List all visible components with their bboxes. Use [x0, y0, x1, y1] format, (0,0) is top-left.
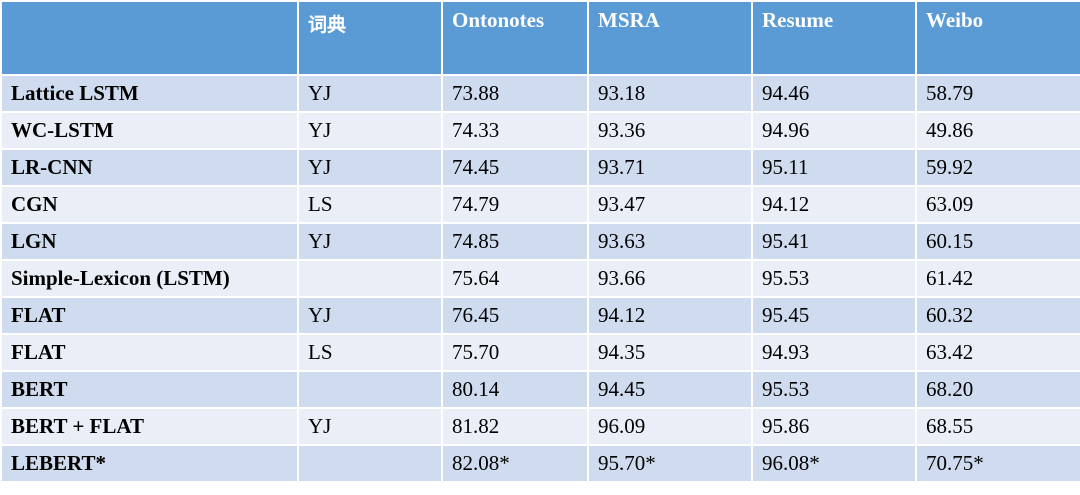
cell-resume: 95.41: [751, 222, 917, 261]
header-ontonotes: Ontonotes: [441, 0, 589, 76]
cell-ontonotes: 75.70: [441, 333, 589, 372]
header-msra: MSRA: [587, 0, 753, 76]
cell-msra: 93.18: [587, 74, 753, 113]
cell-msra: 94.12: [587, 296, 753, 335]
cell-resume: 95.11: [751, 148, 917, 187]
header-lexicon: 词典: [297, 0, 443, 76]
header-resume: Resume: [751, 0, 917, 76]
cell-weibo: 49.86: [915, 111, 1080, 150]
cell-ontonotes: 75.64: [441, 259, 589, 298]
cell-msra: 93.36: [587, 111, 753, 150]
cell-lexicon: [297, 259, 443, 298]
cell-model: FLAT: [0, 296, 299, 335]
cell-msra: 94.35: [587, 333, 753, 372]
cell-model: BERT + FLAT: [0, 407, 299, 446]
cell-weibo: 68.55: [915, 407, 1080, 446]
cell-weibo: 63.09: [915, 185, 1080, 224]
cell-model: WC-LSTM: [0, 111, 299, 150]
cell-lexicon: LS: [297, 185, 443, 224]
table-row: FLAT YJ 76.45 94.12 95.45 60.32: [0, 296, 1080, 335]
cell-ontonotes: 82.08*: [441, 444, 589, 483]
cell-ontonotes: 74.85: [441, 222, 589, 261]
table-row: FLAT LS 75.70 94.35 94.93 63.42: [0, 333, 1080, 372]
table-row: WC-LSTM YJ 74.33 93.36 94.96 49.86: [0, 111, 1080, 150]
cell-weibo: 61.42: [915, 259, 1080, 298]
cell-msra: 93.63: [587, 222, 753, 261]
cell-model: FLAT: [0, 333, 299, 372]
cell-model: BERT: [0, 370, 299, 409]
table-row: BERT + FLAT YJ 81.82 96.09 95.86 68.55: [0, 407, 1080, 446]
cell-resume: 94.46: [751, 74, 917, 113]
cell-msra: 95.70*: [587, 444, 753, 483]
cell-model: LGN: [0, 222, 299, 261]
cell-weibo: 60.32: [915, 296, 1080, 335]
table-row: LGN YJ 74.85 93.63 95.41 60.15: [0, 222, 1080, 261]
cell-ontonotes: 73.88: [441, 74, 589, 113]
cell-lexicon: YJ: [297, 407, 443, 446]
results-table: 词典 Ontonotes MSRA Resume Weibo Lattice L…: [0, 0, 1080, 483]
cell-msra: 96.09: [587, 407, 753, 446]
cell-msra: 93.66: [587, 259, 753, 298]
table-row: CGN LS 74.79 93.47 94.12 63.09: [0, 185, 1080, 224]
cell-weibo: 63.42: [915, 333, 1080, 372]
cell-resume: 96.08*: [751, 444, 917, 483]
cell-resume: 95.45: [751, 296, 917, 335]
cell-ontonotes: 74.33: [441, 111, 589, 150]
cell-lexicon: YJ: [297, 222, 443, 261]
cell-resume: 94.93: [751, 333, 917, 372]
cell-ontonotes: 81.82: [441, 407, 589, 446]
cell-model: CGN: [0, 185, 299, 224]
cell-weibo: 59.92: [915, 148, 1080, 187]
cell-lexicon: YJ: [297, 111, 443, 150]
cell-model: Lattice LSTM: [0, 74, 299, 113]
header-model: [0, 0, 299, 76]
table-row: Lattice LSTM YJ 73.88 93.18 94.46 58.79: [0, 74, 1080, 113]
cell-msra: 93.47: [587, 185, 753, 224]
cell-lexicon: [297, 370, 443, 409]
cell-ontonotes: 80.14: [441, 370, 589, 409]
cell-lexicon: YJ: [297, 296, 443, 335]
table-row: LR-CNN YJ 74.45 93.71 95.11 59.92: [0, 148, 1080, 187]
header-row: 词典 Ontonotes MSRA Resume Weibo: [0, 0, 1080, 76]
cell-resume: 95.53: [751, 259, 917, 298]
cell-model: LEBERT*: [0, 444, 299, 483]
cell-ontonotes: 74.45: [441, 148, 589, 187]
header-weibo: Weibo: [915, 0, 1080, 76]
cell-ontonotes: 74.79: [441, 185, 589, 224]
table-row: BERT 80.14 94.45 95.53 68.20: [0, 370, 1080, 409]
cell-weibo: 60.15: [915, 222, 1080, 261]
cell-resume: 95.86: [751, 407, 917, 446]
cell-weibo: 70.75*: [915, 444, 1080, 483]
cell-weibo: 58.79: [915, 74, 1080, 113]
cell-model: LR-CNN: [0, 148, 299, 187]
cell-lexicon: YJ: [297, 74, 443, 113]
cell-lexicon: YJ: [297, 148, 443, 187]
cell-lexicon: LS: [297, 333, 443, 372]
table-row: Simple-Lexicon (LSTM) 75.64 93.66 95.53 61.4…: [0, 259, 1080, 298]
cell-model: Simple-Lexicon (LSTM): [0, 259, 299, 298]
cell-resume: 95.53: [751, 370, 917, 409]
table-body: Lattice LSTM YJ 73.88 93.18 94.46 58.79 WC-LST…: [0, 74, 1080, 483]
cell-msra: 93.71: [587, 148, 753, 187]
cell-weibo: 68.20: [915, 370, 1080, 409]
cell-lexicon: [297, 444, 443, 483]
cell-ontonotes: 76.45: [441, 296, 589, 335]
cell-resume: 94.12: [751, 185, 917, 224]
cell-resume: 94.96: [751, 111, 917, 150]
cell-msra: 94.45: [587, 370, 753, 409]
table-row: LEBERT* 82.08* 95.70* 96.08* 70.75*: [0, 444, 1080, 483]
